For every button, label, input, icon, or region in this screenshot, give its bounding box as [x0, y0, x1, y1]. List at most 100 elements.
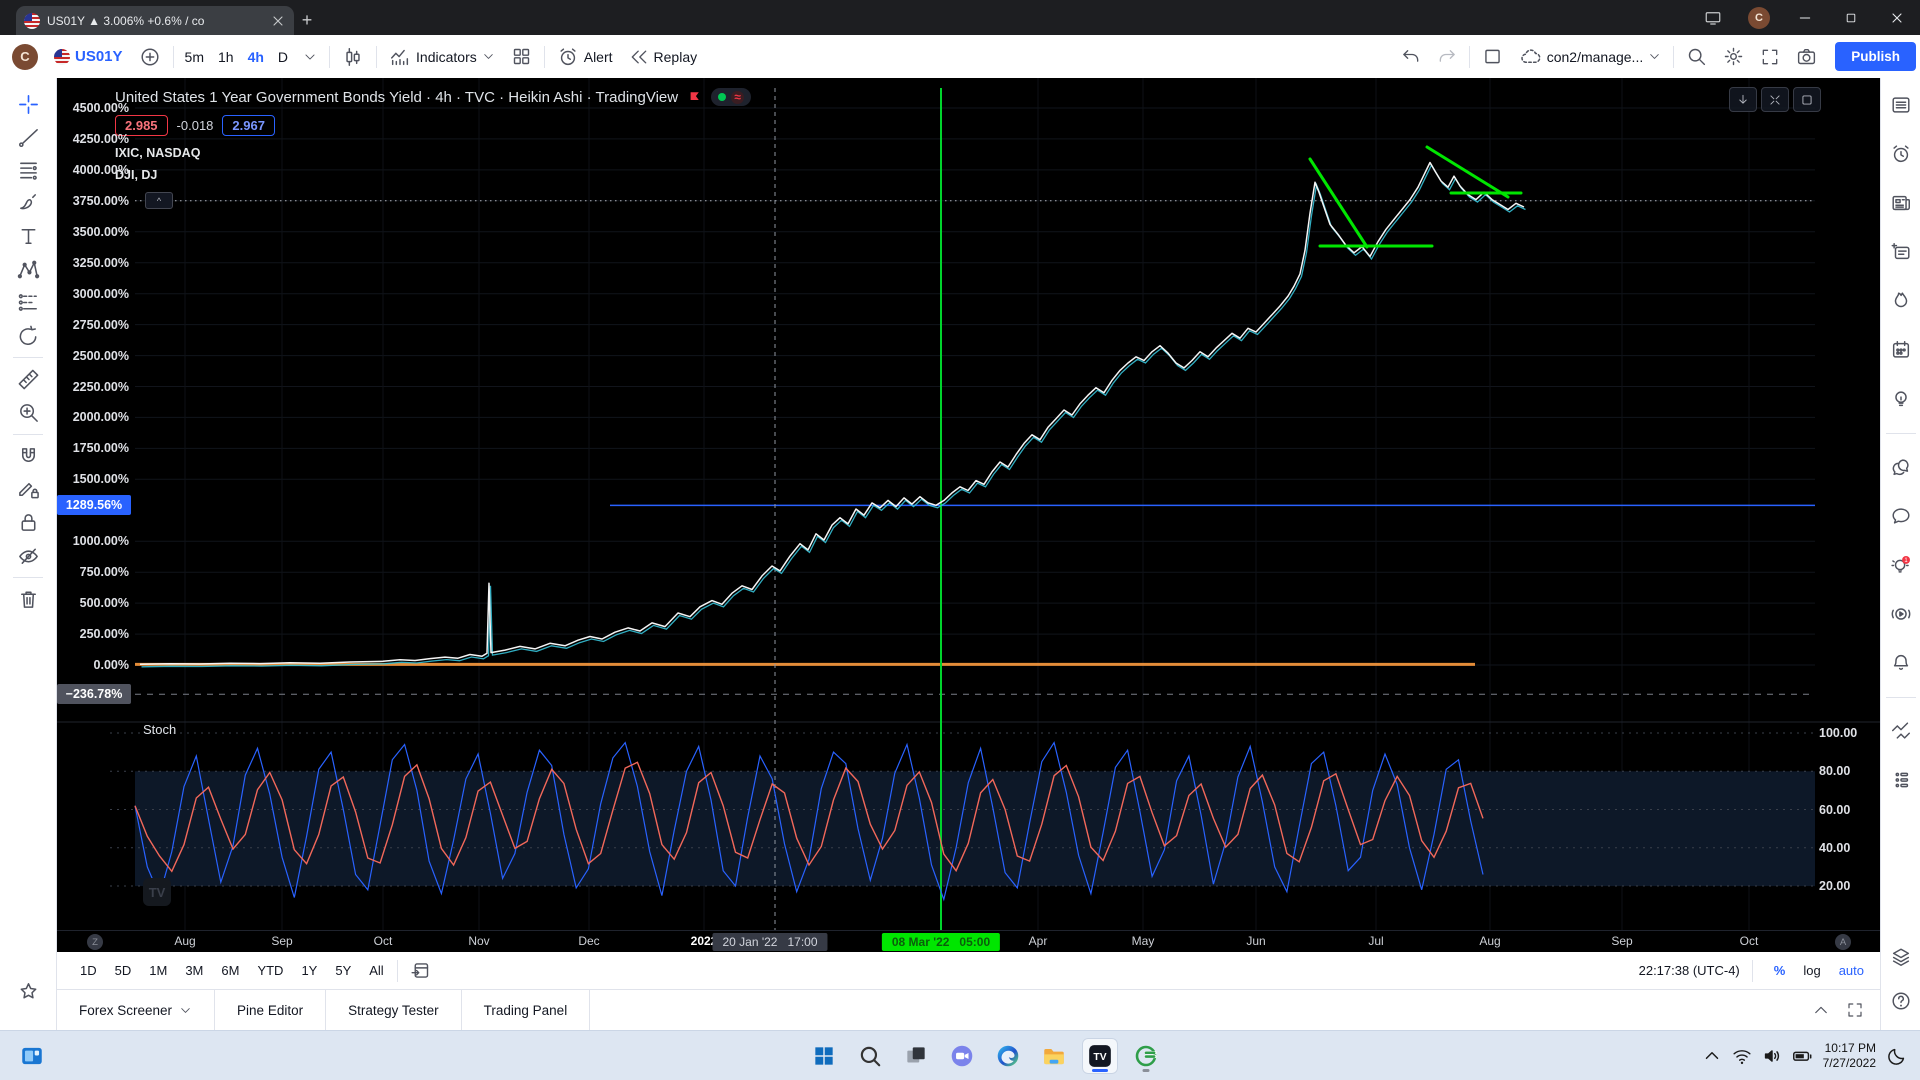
- compare-series-label[interactable]: IXIC, NASDAQ: [115, 146, 201, 160]
- sidebar-public-chats[interactable]: [1885, 452, 1917, 482]
- user-menu-button[interactable]: C: [0, 35, 46, 78]
- timeframe-menu-button[interactable]: [295, 35, 325, 78]
- sidebar-calendar[interactable]: [1885, 335, 1917, 365]
- tool-crosshair[interactable]: [10, 88, 46, 121]
- sidebar-object-tree[interactable]: [1885, 942, 1917, 972]
- snapshot-button[interactable]: [1788, 35, 1825, 78]
- tool-ruler[interactable]: [10, 363, 46, 396]
- chart-style-button[interactable]: [334, 35, 372, 78]
- browser-profile-avatar[interactable]: C: [1736, 1, 1782, 34]
- sidebar-ideas[interactable]: [1885, 384, 1917, 414]
- status-pill[interactable]: ≈: [711, 88, 752, 106]
- range-3M[interactable]: 3M: [185, 963, 204, 978]
- new-tab-button[interactable]: +: [294, 7, 320, 33]
- pane-collapse-button[interactable]: [1761, 87, 1789, 112]
- taskbar-clock[interactable]: 10:17 PM 7/27/2022: [1823, 1041, 1876, 1071]
- tool-forecast[interactable]: [10, 286, 46, 319]
- timeframe-5m[interactable]: 5m: [184, 48, 204, 65]
- goto-date-button[interactable]: [402, 949, 439, 992]
- panel-tab-trading-panel[interactable]: Trading Panel: [462, 990, 591, 1030]
- redo-button[interactable]: [1429, 35, 1465, 78]
- minimize-button[interactable]: [1782, 1, 1828, 34]
- sidebar-hotlist[interactable]: [1885, 286, 1917, 316]
- maximize-button[interactable]: [1828, 1, 1874, 34]
- time-axis[interactable]: Z Aug Sep Oct Nov Dec 2022 Apr May Jun Jul Aug Sep Oc…: [57, 930, 1880, 953]
- log-scale-toggle[interactable]: log: [1803, 963, 1821, 978]
- tool-hide-drawings[interactable]: [10, 539, 46, 572]
- panel-tab-forex-screener[interactable]: Forex Screener: [57, 990, 216, 1030]
- undo-button[interactable]: [1393, 35, 1429, 78]
- browser-tab[interactable]: US01Y ▲ 3.006% +0.6% / co: [16, 6, 294, 35]
- range-6M[interactable]: 6M: [221, 963, 240, 978]
- panel-expand-button[interactable]: [1838, 989, 1880, 1032]
- tool-brush[interactable]: [10, 187, 46, 220]
- tray-battery-icon[interactable]: [1791, 1045, 1813, 1067]
- tool-zoom-in[interactable]: [10, 396, 46, 429]
- timeframe-4h[interactable]: 4h: [247, 48, 264, 65]
- sidebar-news[interactable]: [1885, 188, 1917, 218]
- tool-xabcd-pattern[interactable]: [10, 253, 46, 286]
- clock-label[interactable]: 22:17:38 (UTC-4): [1638, 963, 1740, 978]
- chart-plot[interactable]: [57, 78, 1880, 930]
- legend-collapse-chip[interactable]: ^: [145, 192, 173, 209]
- taskbar-taskbar-search-icon[interactable]: [852, 1038, 888, 1074]
- indicators-button[interactable]: Indicators: [381, 35, 503, 78]
- range-5Y[interactable]: 5Y: [335, 963, 352, 978]
- publish-button[interactable]: Publish: [1835, 42, 1916, 71]
- widgets-icon[interactable]: [14, 1038, 50, 1074]
- tray-wifi-icon[interactable]: [1731, 1045, 1753, 1067]
- sidebar-alerts[interactable]: [1885, 139, 1917, 169]
- cloud-layout-button[interactable]: con2/manage...: [1511, 35, 1670, 78]
- tool-lock-drawings[interactable]: [10, 506, 46, 539]
- tool-favorites-star[interactable]: [10, 975, 46, 1008]
- close-button[interactable]: [1874, 1, 1920, 34]
- taskbar-chat-icon[interactable]: [944, 1038, 980, 1074]
- flagged-icon[interactable]: [686, 89, 703, 106]
- quick-search-button[interactable]: [1678, 35, 1715, 78]
- sidebar-private-chat[interactable]: [1885, 501, 1917, 531]
- taskbar-tradingview-icon[interactable]: TV: [1082, 1038, 1118, 1074]
- range-5D[interactable]: 5D: [114, 963, 132, 978]
- alert-button[interactable]: Alert: [549, 35, 621, 78]
- taskbar-green-app-icon[interactable]: [1128, 1038, 1164, 1074]
- tab-close-icon[interactable]: [270, 13, 286, 29]
- sidebar-data-window[interactable]: [1885, 237, 1917, 267]
- timeframe-1h[interactable]: 1h: [217, 48, 234, 65]
- timeframe-D[interactable]: D: [277, 48, 289, 65]
- percent-scale-toggle[interactable]: %: [1773, 963, 1786, 978]
- tray-volume-icon[interactable]: [1761, 1045, 1783, 1067]
- range-YTD[interactable]: YTD: [257, 963, 284, 978]
- taskbar-task-view-icon[interactable]: [898, 1038, 934, 1074]
- tool-arc[interactable]: [10, 319, 46, 352]
- panel-tab-strategy-tester[interactable]: Strategy Tester: [326, 990, 462, 1030]
- sidebar-panel-grid[interactable]: [1885, 765, 1917, 795]
- tool-trend-line[interactable]: [10, 121, 46, 154]
- panel-tab-pine-editor[interactable]: Pine Editor: [215, 990, 327, 1030]
- auto-scale-toggle[interactable]: auto: [1838, 963, 1864, 978]
- tool-remove-objects[interactable]: [10, 583, 46, 616]
- taskbar-start-icon[interactable]: [806, 1038, 842, 1074]
- panel-collapse-button[interactable]: [1804, 989, 1838, 1032]
- chart-title[interactable]: United States 1 Year Government Bonds Yi…: [115, 88, 679, 106]
- sidebar-help[interactable]: [1885, 986, 1917, 1016]
- tool-text[interactable]: [10, 220, 46, 253]
- settings-button[interactable]: [1715, 35, 1752, 78]
- pane-scroll-down-button[interactable]: [1729, 87, 1757, 112]
- compare-button[interactable]: [131, 35, 169, 78]
- indicator-templates-button[interactable]: [503, 35, 540, 78]
- focus-moon-icon[interactable]: [1886, 1045, 1908, 1067]
- range-1D[interactable]: 1D: [80, 963, 97, 978]
- replay-button[interactable]: Replay: [621, 35, 706, 78]
- sidebar-streams[interactable]: [1885, 599, 1917, 629]
- range-1M[interactable]: 1M: [149, 963, 168, 978]
- tool-drawing-mode[interactable]: [10, 473, 46, 506]
- tray-tray-chevron-icon[interactable]: [1701, 1045, 1723, 1067]
- cast-icon[interactable]: [1690, 1, 1736, 34]
- range-All[interactable]: All: [369, 963, 384, 978]
- taskbar-edge-icon[interactable]: [990, 1038, 1026, 1074]
- taskbar-explorer-icon[interactable]: [1036, 1038, 1072, 1074]
- tool-fib-retracement[interactable]: [10, 154, 46, 187]
- layout-button[interactable]: [1474, 35, 1511, 78]
- tool-magnet[interactable]: [10, 440, 46, 473]
- compare-series-label[interactable]: DJI, DJ: [115, 168, 158, 182]
